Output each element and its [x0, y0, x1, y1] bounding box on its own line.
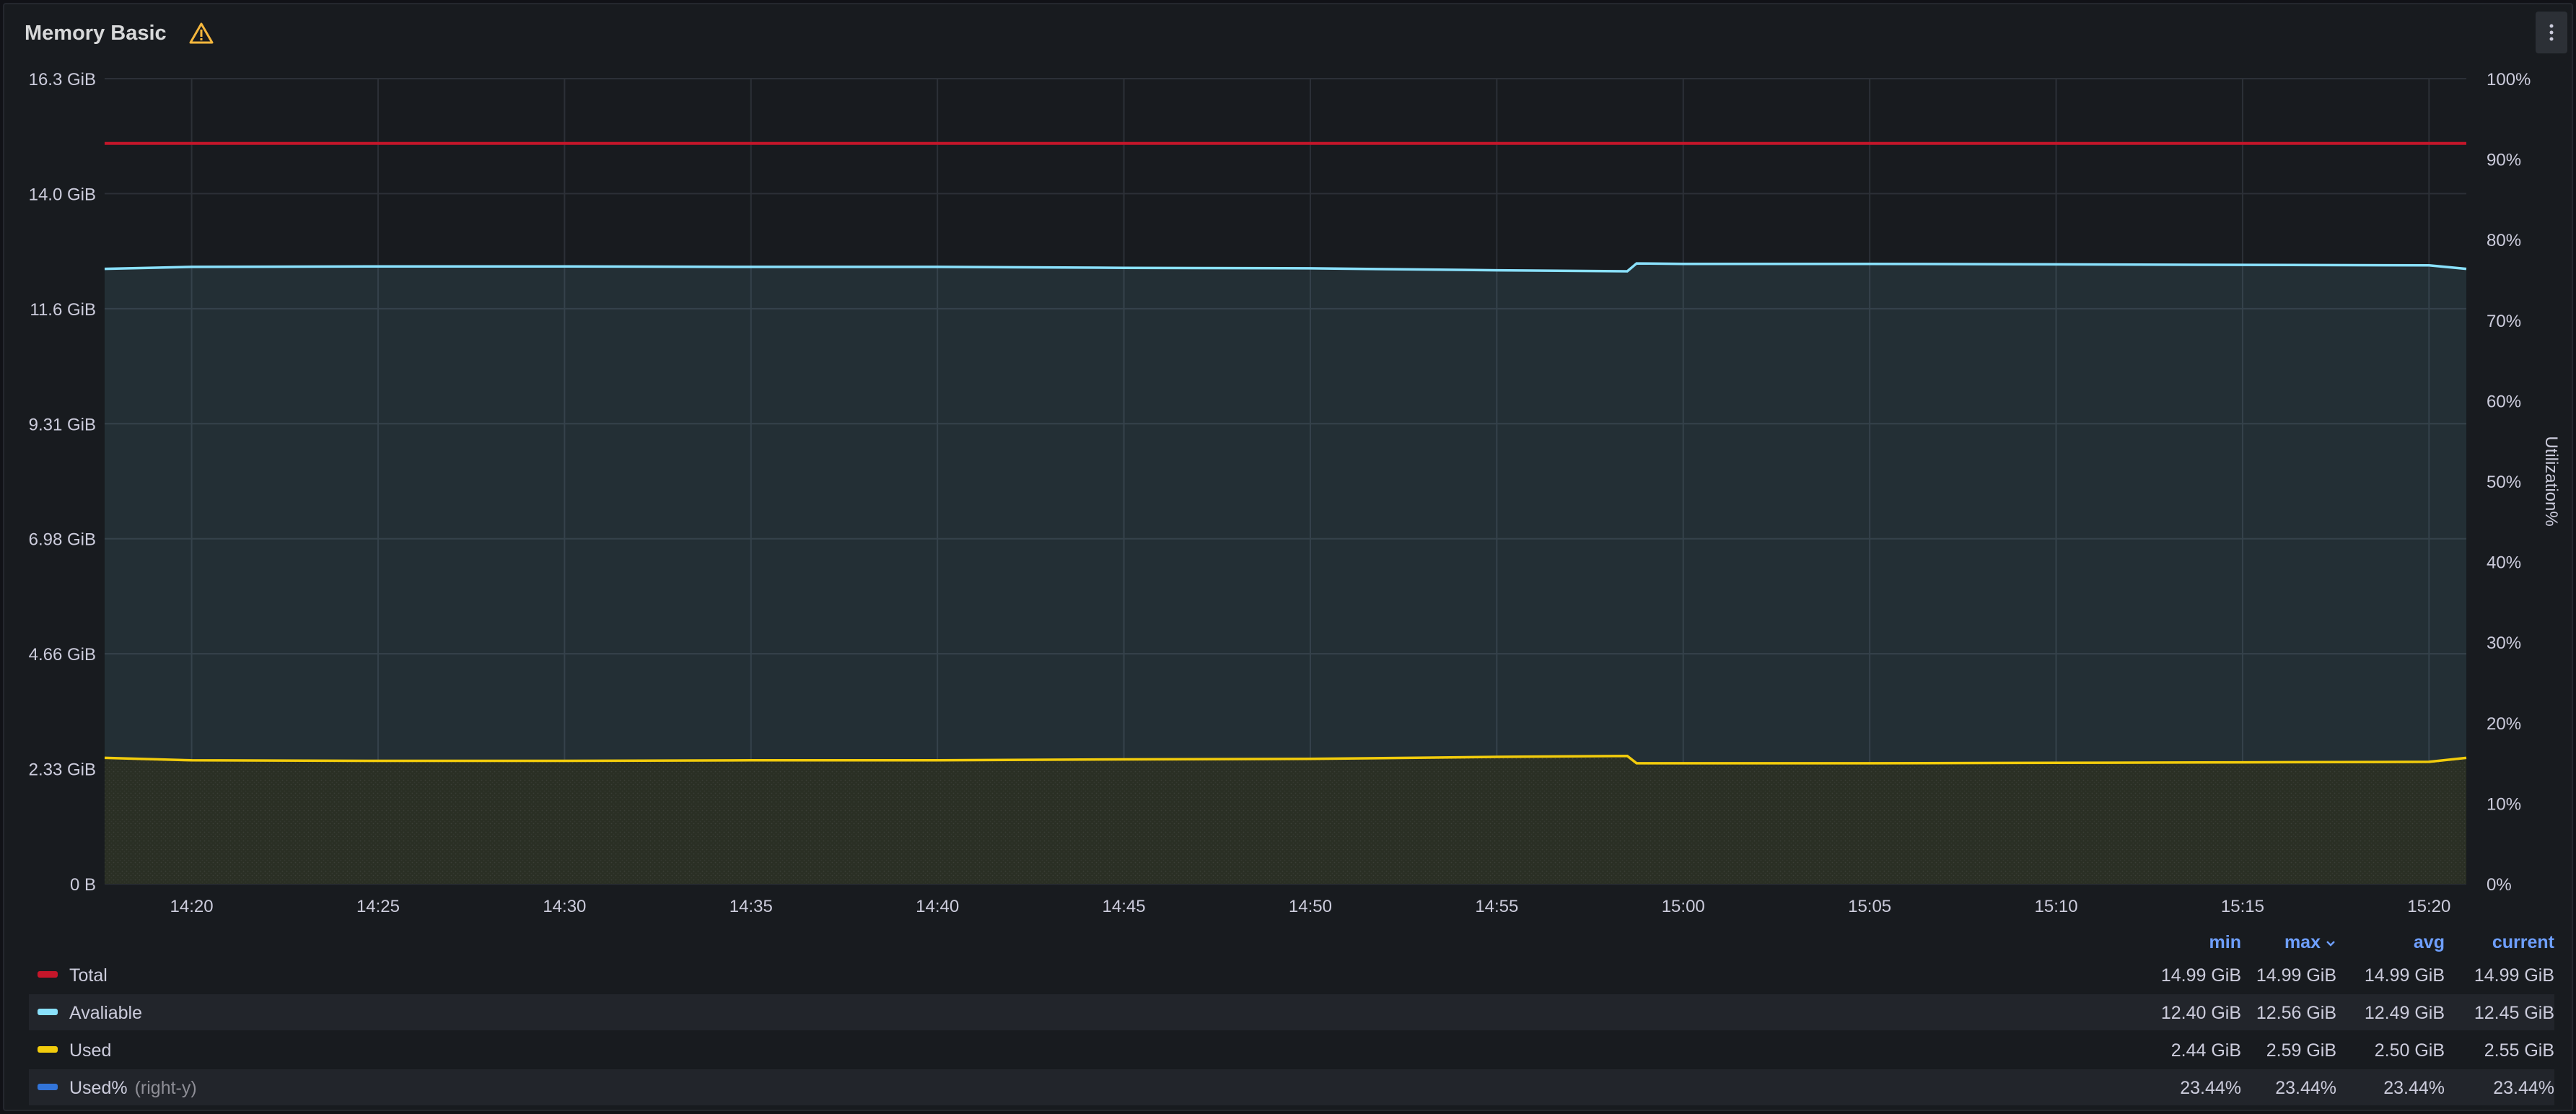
legend-value-avg: 23.44%: [2383, 1078, 2445, 1098]
legend-header-avg[interactable]: avg: [2344, 932, 2445, 961]
legend-swatch: [38, 1046, 58, 1053]
legend-swatch: [38, 971, 58, 978]
legend-value-avg: 14.99 GiB: [2364, 965, 2445, 986]
legend-series-name: Used% (right-y): [69, 1078, 197, 1099]
legend-value-current: 2.55 GiB: [2484, 1040, 2554, 1061]
x-tick-label: 15:00: [1662, 897, 1705, 916]
legend-header-max[interactable]: max: [2235, 932, 2336, 961]
legend-value-current: 12.45 GiB: [2474, 1003, 2554, 1023]
panel-title: Memory Basic: [25, 22, 167, 45]
y-right-tick-label: 10%: [2487, 794, 2521, 814]
legend-value-max: 2.59 GiB: [2266, 1040, 2336, 1061]
x-tick-label: 14:55: [1475, 897, 1518, 916]
legend-header-label: min: [2209, 932, 2241, 952]
x-tick-label: 14:35: [730, 897, 773, 916]
legend-row[interactable]: Total 14.99 GiB 14.99 GiB 14.99 GiB 14.99 Gi…: [29, 957, 2554, 993]
x-tick-label: 14:50: [1289, 897, 1332, 916]
y-right-tick-label: 20%: [2487, 714, 2521, 734]
y-right-tick-label: 50%: [2487, 473, 2521, 492]
legend-swatch: [38, 1009, 58, 1015]
memory-chart: 16.3 GiB 14.0 GiB 11.6 GiB 9.31 GiB 6.98 GiB…: [29, 70, 2561, 916]
y-right-tick-label: 0%: [2487, 875, 2512, 895]
y-right-tick-label: 30%: [2487, 633, 2521, 653]
y-left-tick-label: 9.31 GiB: [29, 415, 96, 434]
y-right-tick-label: 70%: [2487, 312, 2521, 331]
legend-row[interactable]: Used 2.44 GiB 2.59 GiB 2.50 GiB 2.55 GiB: [29, 1032, 2554, 1068]
legend-header-min[interactable]: min: [2140, 932, 2241, 961]
legend-value-avg: 2.50 GiB: [2374, 1040, 2445, 1061]
series-area-avaliable: [105, 263, 2466, 885]
x-tick-label: 15:15: [2221, 897, 2264, 916]
x-tick-label: 14:30: [543, 897, 586, 916]
series-name-label: Used%: [69, 1078, 128, 1098]
x-tick-label: 15:05: [1848, 897, 1891, 916]
legend-value-min: 12.40 GiB: [2160, 1003, 2241, 1023]
legend-value-current: 14.99 GiB: [2474, 965, 2554, 986]
y-left-tick-label: 6.98 GiB: [29, 530, 96, 550]
series-name-label: Avaliable: [69, 1003, 143, 1023]
legend-series-name: Total: [69, 965, 108, 986]
y-right-tick-label: 100%: [2487, 70, 2531, 89]
legend-series-name: Used: [69, 1040, 111, 1061]
y-left-tick-label: 14.0 GiB: [29, 185, 96, 204]
series-line-avaliable: [104, 262, 2467, 273]
y-right-axis-label: Utilization%: [2541, 436, 2561, 526]
panel-header: Memory Basic: [4, 4, 2572, 62]
series-line-used: [104, 754, 2467, 765]
chevron-down-icon: [2321, 932, 2336, 952]
legend-row[interactable]: Avaliable 12.40 GiB 12.56 GiB 12.49 GiB 12.4…: [29, 994, 2554, 1030]
memory-basic-panel: Memory Basic 16.3 GiB 14.0 GiB 11.6 GiB 9.3…: [3, 3, 2573, 1111]
legend-swatch: [38, 1084, 58, 1090]
legend-header-label: max: [2284, 932, 2321, 952]
legend-value-avg: 12.49 GiB: [2364, 1003, 2445, 1023]
y-left-tick-label: 0 B: [70, 875, 96, 895]
legend-value-current: 23.44%: [2493, 1078, 2554, 1098]
x-tick-label: 15:20: [2407, 897, 2450, 916]
x-tick-label: 14:25: [356, 897, 400, 916]
legend-header-label: avg: [2413, 932, 2445, 952]
y-right-tick-label: 60%: [2487, 392, 2521, 411]
x-tick-label: 15:10: [2035, 897, 2078, 916]
legend-header-label: current: [2492, 932, 2554, 952]
series-area-used: [105, 755, 2466, 884]
legend-header-current[interactable]: current: [2453, 932, 2554, 961]
y-right-tick-label: 80%: [2487, 231, 2521, 250]
legend-value-max: 14.99 GiB: [2256, 965, 2336, 986]
series-axis-label: (right-y): [134, 1078, 197, 1098]
legend-series-name: Avaliable: [69, 1003, 142, 1024]
legend-value-max: 12.56 GiB: [2256, 1003, 2336, 1023]
legend-row[interactable]: Used% (right-y) 23.44% 23.44% 23.44% 23.44%: [29, 1069, 2554, 1105]
y-left-tick-label: 4.66 GiB: [29, 645, 96, 665]
kebab-menu-icon: [2549, 24, 2554, 41]
legend-value-max: 23.44%: [2275, 1078, 2336, 1098]
legend-value-min: 2.44 GiB: [2170, 1040, 2241, 1061]
y-left-tick-label: 2.33 GiB: [29, 760, 96, 780]
y-left-tick-label: 16.3 GiB: [29, 70, 96, 89]
series-name-label: Total: [69, 965, 108, 986]
x-tick-label: 14:20: [170, 897, 214, 916]
y-left-tick-label: 11.6 GiB: [30, 300, 96, 320]
series-name-label: Used: [69, 1040, 112, 1061]
y-right-tick-label: 40%: [2487, 553, 2521, 573]
panel-menu-button[interactable]: [2536, 12, 2567, 53]
x-tick-label: 14:45: [1103, 897, 1146, 916]
x-tick-label: 14:40: [916, 897, 959, 916]
legend-value-min: 14.99 GiB: [2160, 965, 2241, 986]
warning-triangle-icon[interactable]: [189, 22, 214, 45]
legend-value-min: 23.44%: [2180, 1078, 2241, 1098]
y-right-tick-label: 90%: [2487, 151, 2521, 170]
